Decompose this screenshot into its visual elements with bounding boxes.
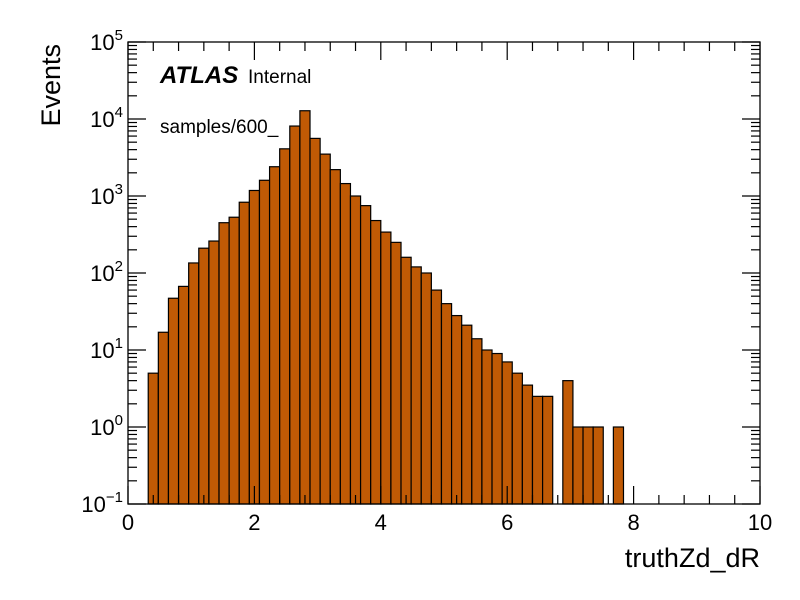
y-tick-label: 102 xyxy=(90,258,123,286)
histogram-bar xyxy=(461,324,473,505)
atlas-label: ATLAS xyxy=(159,62,238,89)
histogram-bar xyxy=(491,352,503,505)
histogram-bar xyxy=(531,395,544,505)
histogram-bar xyxy=(167,297,180,505)
histogram-bar xyxy=(592,426,604,505)
histogram-bar xyxy=(562,380,574,505)
histogram-bar xyxy=(349,195,362,505)
histogram-bar xyxy=(420,272,432,505)
histogram-bar xyxy=(218,222,230,505)
y-tick-label: 10−1 xyxy=(81,489,123,517)
histogram-bar xyxy=(299,110,311,505)
y-tick-label: 101 xyxy=(90,335,123,363)
histogram-bar xyxy=(430,289,443,505)
y-tick-label: 100 xyxy=(90,412,123,440)
internal-label: Internal xyxy=(248,67,311,88)
histogram-bar xyxy=(380,231,392,505)
histogram-bar xyxy=(228,216,240,505)
x-tick-label: 2 xyxy=(248,510,260,535)
y-tick-label: 103 xyxy=(90,181,123,209)
x-axis-label: truthZd_dR xyxy=(625,543,760,573)
x-tick-label: 10 xyxy=(748,510,772,535)
x-tick-label: 6 xyxy=(501,510,513,535)
histogram-bar xyxy=(541,395,554,505)
histogram-bar xyxy=(521,384,534,505)
histogram-bar xyxy=(359,205,372,505)
histogram-bar xyxy=(238,201,250,505)
histogram-bar xyxy=(198,247,210,505)
histogram-bar xyxy=(400,256,412,505)
sample-label: samples/600_ xyxy=(160,117,279,138)
axis-ticks xyxy=(127,41,761,505)
histogram-bar xyxy=(309,137,321,505)
histogram-bar xyxy=(289,125,301,505)
y-tick-label: 105 xyxy=(90,27,123,55)
histogram-bar xyxy=(147,372,159,505)
histogram-bar xyxy=(208,240,220,505)
histogram-bar xyxy=(582,426,594,505)
histogram-bar xyxy=(511,372,523,505)
histogram-bar xyxy=(329,169,341,505)
histogram-bar xyxy=(258,179,271,505)
histogram-bar xyxy=(471,338,483,505)
histogram-bar xyxy=(440,303,453,505)
histogram-bar xyxy=(279,148,291,505)
histogram-bar xyxy=(188,262,200,505)
histogram-bar xyxy=(177,285,190,505)
y-tick-label: 104 xyxy=(90,104,123,132)
histogram-bar xyxy=(390,241,402,505)
x-tick-label: 4 xyxy=(375,510,387,535)
histogram-bar xyxy=(248,189,261,505)
histogram-bars xyxy=(147,110,625,505)
histogram-bar xyxy=(339,182,352,505)
histogram-bar xyxy=(319,153,331,505)
histogram-bar xyxy=(612,426,625,505)
histogram-bar xyxy=(481,349,493,505)
histogram-bar xyxy=(268,166,281,505)
x-tick-labels: 0 2 4 6 8 10 xyxy=(122,510,772,535)
histogram-bar xyxy=(572,426,584,505)
histogram-bar xyxy=(450,314,463,505)
y-tick-labels: 10−1 100 101 102 103 104 105 xyxy=(81,27,123,517)
histogram-bar xyxy=(370,219,382,505)
x-tick-label: 8 xyxy=(627,510,639,535)
y-axis-label: Events xyxy=(36,44,66,127)
histogram-bar xyxy=(501,361,513,505)
histogram-bar xyxy=(157,331,170,505)
histogram-bar xyxy=(410,266,422,505)
x-tick-label: 0 xyxy=(122,510,134,535)
